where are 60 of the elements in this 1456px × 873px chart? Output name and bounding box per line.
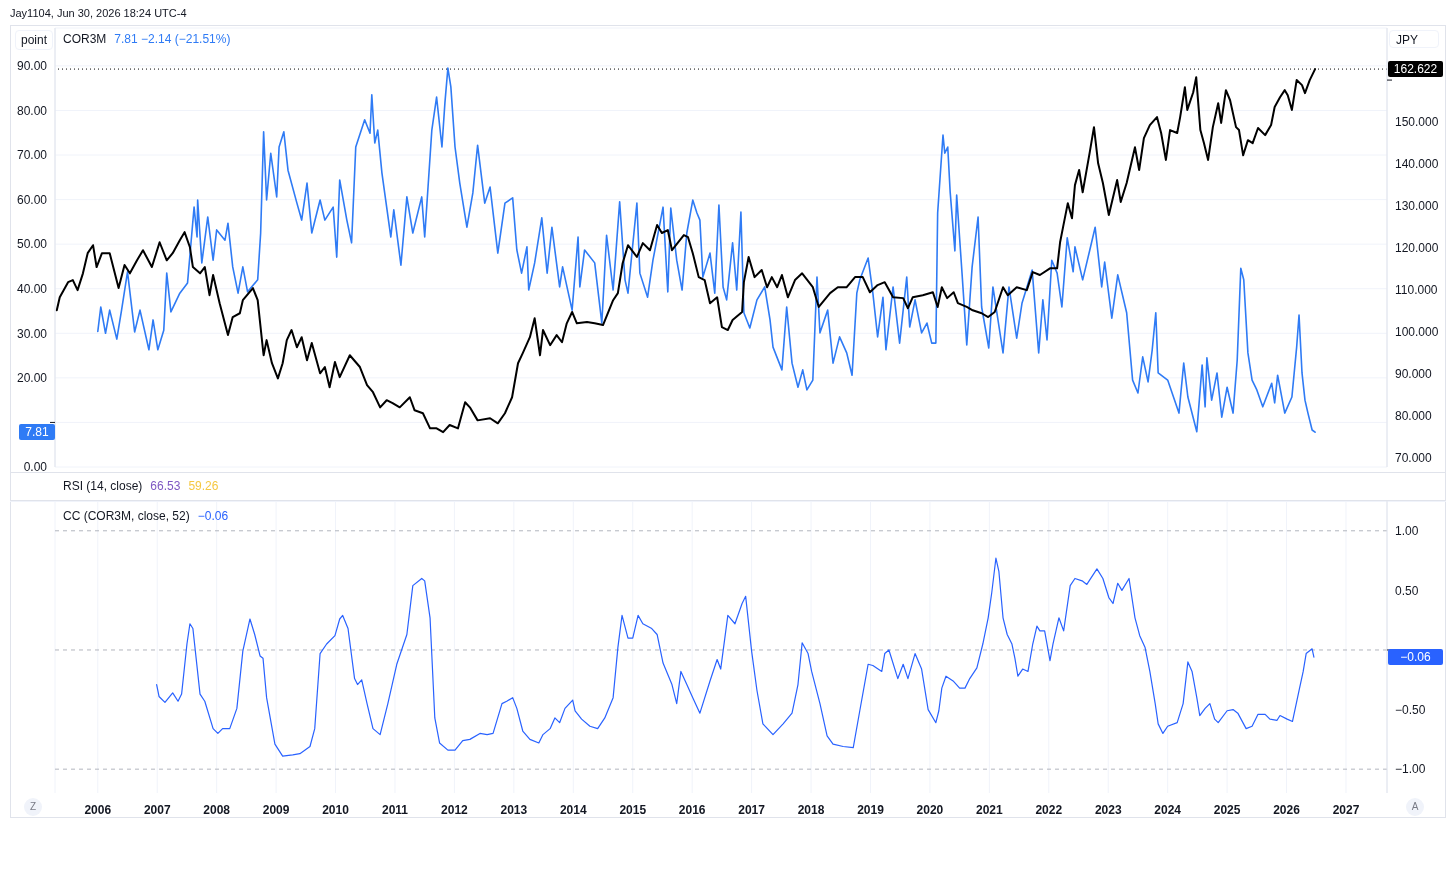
x-tick-label: 2012 (441, 802, 469, 817)
text: CC (COR3M, close, 52) (63, 508, 190, 524)
text: Jay1104, Jun 30, 2026 18:24 UTC-4 (10, 6, 187, 20)
line-series (156, 557, 1315, 757)
y2-tick-label: 120.000 (1395, 241, 1439, 256)
x-tick-label: 2022 (1035, 802, 1063, 817)
round-button: A (1406, 798, 1424, 816)
y2-tick-label: 130.000 (1395, 199, 1439, 214)
x-tick-label: 2019 (857, 802, 885, 817)
x-tick-label: 2006 (84, 802, 112, 817)
text: RSI (14, close) (63, 478, 143, 494)
y2-tick-label: 90.000 (1395, 367, 1433, 382)
y-tick-label: 40.00 (16, 281, 48, 296)
text: −0.06 (197, 508, 229, 524)
chart-subtitle: 7.81 −2.14 (−21.51%) (114, 31, 231, 47)
round-button: Z (24, 798, 42, 816)
y-tick-label: −0.50 (1395, 702, 1426, 717)
y-tick-label: −1.00 (1395, 762, 1426, 777)
y2-tick-label: 140.000 (1395, 157, 1439, 172)
y2-tick-label: 80.000 (1395, 409, 1433, 424)
x-tick-label: 2014 (559, 802, 587, 817)
text: −0.06 (1388, 649, 1443, 666)
x-tick-label: 2015 (619, 802, 647, 817)
y-tick-label: 80.00 (16, 103, 48, 118)
text: 66.53 (150, 478, 181, 494)
x-tick-label: 2008 (203, 802, 231, 817)
x-tick-label: 2020 (916, 802, 944, 817)
y-tick-label: 30.00 (16, 326, 48, 341)
x-tick-label: 2013 (500, 802, 528, 817)
y2-tick-label: 70.000 (1395, 451, 1433, 466)
x-tick-label: 2007 (143, 802, 171, 817)
text: 7.81 (19, 424, 55, 441)
text: 162.622 (1388, 61, 1443, 78)
y-tick-label: 1.00 (1395, 524, 1419, 539)
x-tick-label: 2011 (381, 802, 409, 817)
x-tick-label: 2021 (976, 802, 1004, 817)
y2-tick-label: 100.000 (1395, 325, 1439, 340)
x-tick-label: 2018 (797, 802, 825, 817)
x-tick-label: 2025 (1213, 802, 1241, 817)
y-tick-label: 50.00 (16, 237, 48, 252)
y2-tick-label: 150.000 (1395, 115, 1439, 130)
y-axis-title: point (15, 30, 54, 50)
y-tick-label: 90.00 (16, 59, 48, 74)
x-tick-label: 2024 (1154, 802, 1182, 817)
x-tick-label: 2009 (262, 802, 290, 817)
y-tick-label: 20.00 (16, 371, 48, 386)
y2-axis-title: JPY (1389, 30, 1439, 48)
x-tick-label: 2010 (322, 802, 350, 817)
text: 59.26 (188, 478, 219, 494)
y-tick-label: 70.00 (16, 148, 48, 163)
x-tick-label: 2017 (738, 802, 766, 817)
x-tick-label: 2027 (1332, 802, 1360, 817)
x-tick-label: 2023 (1094, 802, 1122, 817)
x-tick-label: 2016 (678, 802, 706, 817)
y2-tick-label: 110.000 (1395, 283, 1438, 298)
x-tick-label: 2026 (1273, 802, 1301, 817)
y-tick-label: 0.00 (23, 460, 48, 475)
y-tick-label: 0.50 (1395, 583, 1419, 598)
chart-title: COR3M (63, 31, 107, 47)
y-tick-label: 60.00 (16, 192, 48, 207)
